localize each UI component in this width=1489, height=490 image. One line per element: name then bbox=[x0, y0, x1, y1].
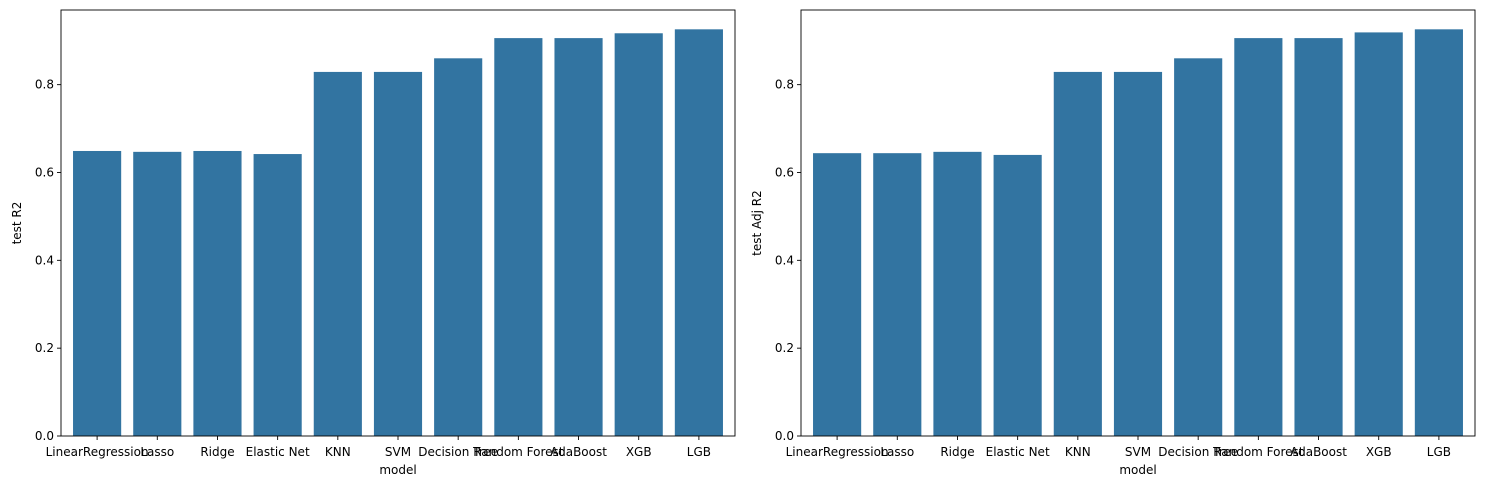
bar-linearregression bbox=[813, 153, 862, 436]
x-tick-label: XGB bbox=[1366, 445, 1392, 459]
x-tick-label: XGB bbox=[626, 445, 652, 459]
y-axis-label: test R2 bbox=[10, 202, 24, 245]
x-tick-label: Decision Tree bbox=[418, 445, 498, 459]
bar-xgb bbox=[1354, 32, 1403, 436]
x-tick-label: Random Forest bbox=[1213, 445, 1304, 459]
bar-adaboost bbox=[1294, 38, 1343, 437]
y-tick-label: 0.8 bbox=[775, 78, 794, 92]
bar-lasso bbox=[873, 153, 922, 436]
bar-linearregression bbox=[73, 150, 122, 436]
x-tick-label: LinearRegression bbox=[786, 445, 889, 459]
x-tick-label: LinearRegression bbox=[46, 445, 149, 459]
x-tick-label: KNN bbox=[1065, 445, 1091, 459]
y-tick-label: 0.8 bbox=[35, 78, 54, 92]
bar-ridge bbox=[193, 150, 242, 436]
x-tick-label: Decision Tree bbox=[1158, 445, 1238, 459]
x-tick-label: SVM bbox=[1125, 445, 1151, 459]
bar-decision-tree bbox=[434, 58, 483, 437]
x-tick-label: AdaBoost bbox=[1290, 445, 1347, 459]
bar-ridge bbox=[933, 151, 982, 436]
x-tick-label: LGB bbox=[1427, 445, 1451, 459]
x-tick-label: AdaBoost bbox=[550, 445, 607, 459]
x-tick-label: KNN bbox=[325, 445, 351, 459]
y-axis-label: test Adj R2 bbox=[750, 190, 764, 256]
y-tick-label: 0.2 bbox=[775, 341, 794, 355]
x-tick-label: Lasso bbox=[880, 445, 914, 459]
y-tick-label: 0.6 bbox=[775, 165, 794, 179]
x-tick-label: Ridge bbox=[940, 445, 974, 459]
y-tick-label: 0.0 bbox=[775, 429, 794, 443]
bar-elastic-net bbox=[993, 154, 1042, 436]
bar-decision-tree bbox=[1174, 58, 1223, 437]
bar-lgb bbox=[674, 29, 723, 437]
x-axis-label: model bbox=[1119, 463, 1156, 477]
y-tick-label: 0.4 bbox=[775, 253, 794, 267]
y-tick-label: 0.4 bbox=[35, 253, 54, 267]
bar-lgb bbox=[1414, 29, 1463, 437]
bar-random-forest bbox=[494, 38, 543, 437]
x-tick-label: Elastic Net bbox=[986, 445, 1050, 459]
bar-svm bbox=[1113, 71, 1163, 437]
bar-xgb bbox=[614, 33, 663, 437]
bar-elastic-net bbox=[253, 154, 302, 436]
x-tick-label: LGB bbox=[687, 445, 711, 459]
bar-svm bbox=[373, 71, 423, 437]
y-tick-label: 0.6 bbox=[35, 165, 54, 179]
bar-random-forest bbox=[1234, 38, 1283, 437]
bar-knn bbox=[313, 71, 362, 437]
bar-knn bbox=[1053, 71, 1102, 437]
x-tick-label: Lasso bbox=[140, 445, 174, 459]
x-tick-label: SVM bbox=[385, 445, 411, 459]
x-tick-label: Elastic Net bbox=[246, 445, 310, 459]
bar-lasso bbox=[133, 151, 182, 436]
y-tick-label: 0.0 bbox=[35, 429, 54, 443]
x-tick-label: Random Forest bbox=[473, 445, 564, 459]
x-tick-label: Ridge bbox=[200, 445, 234, 459]
bar-adaboost bbox=[554, 38, 603, 437]
y-tick-label: 0.2 bbox=[35, 341, 54, 355]
x-axis-label: model bbox=[379, 463, 416, 477]
